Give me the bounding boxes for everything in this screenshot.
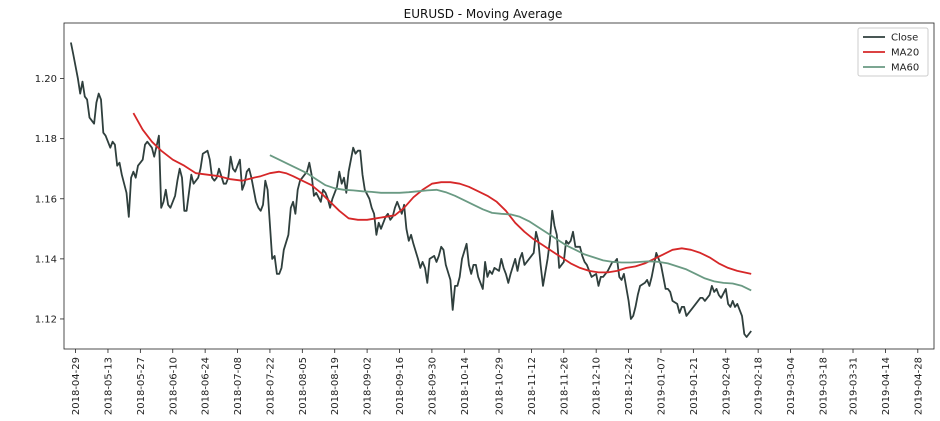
series-line-ma60 [269,154,752,292]
x-tick-label: 2018-11-12 [527,357,538,415]
series-line-ma20 [132,112,752,275]
legend-box [857,27,929,77]
x-tick-label: 2018-07-08 [233,357,244,415]
series-lines [70,42,752,338]
y-tick-label: 1.16 [35,194,57,205]
x-tick-label: 2019-03-04 [786,357,797,415]
x-tick-label: 2018-08-05 [298,357,309,415]
x-tick-label: 2019-01-07 [656,357,667,415]
x-tick-label: 2018-08-19 [330,357,341,415]
y-tick-label: 1.14 [35,254,57,265]
x-tick-label: 2019-01-21 [689,357,700,415]
plot-frame [63,22,935,350]
x-tick-label: 2018-12-10 [592,357,603,415]
x-tick-label: 2018-11-26 [559,357,570,415]
legend: Close MA20 MA60 [857,27,929,77]
x-tick-label: 2019-04-14 [881,357,892,415]
x-tick-label: 2018-06-24 [201,357,212,415]
x-tick-label: 2018-04-29 [71,357,82,415]
x-tick-label: 2019-02-18 [754,357,765,415]
chart-title: EURUSD - Moving Average [404,7,563,21]
x-tick-label: 2019-04-28 [913,357,924,415]
x-tick-label: 2018-06-10 [168,357,179,415]
y-tick-label: 1.12 [35,314,57,325]
legend-label-ma60: MA60 [891,63,919,74]
y-axis: 1.12 1.14 1.16 1.18 1.20 [35,74,64,325]
x-tick-label: 2018-10-29 [495,357,506,415]
x-tick-label: 2019-02-04 [721,357,732,415]
y-tick-label: 1.20 [35,74,57,85]
x-tick-label: 2018-05-13 [103,357,114,415]
series-line-close [70,42,752,338]
x-tick-label: 2019-03-31 [849,357,860,415]
x-axis: 2018-04-29 2018-05-13 2018-05-27 2018-06-10… [71,349,924,415]
x-tick-label: 2018-09-30 [427,357,438,415]
legend-label-close: Close [891,33,918,44]
x-tick-label: 2018-10-14 [460,357,471,415]
legend-label-ma20: MA20 [891,48,919,59]
x-tick-label: 2018-05-27 [136,357,147,415]
y-tick-label: 1.18 [35,134,57,145]
x-tick-label: 2018-09-16 [395,357,406,415]
x-tick-label: 2018-09-02 [363,357,374,415]
x-tick-label: 2019-03-18 [818,357,829,415]
x-tick-label: 2018-07-22 [265,357,276,415]
x-tick-label: 2018-12-24 [624,357,635,415]
